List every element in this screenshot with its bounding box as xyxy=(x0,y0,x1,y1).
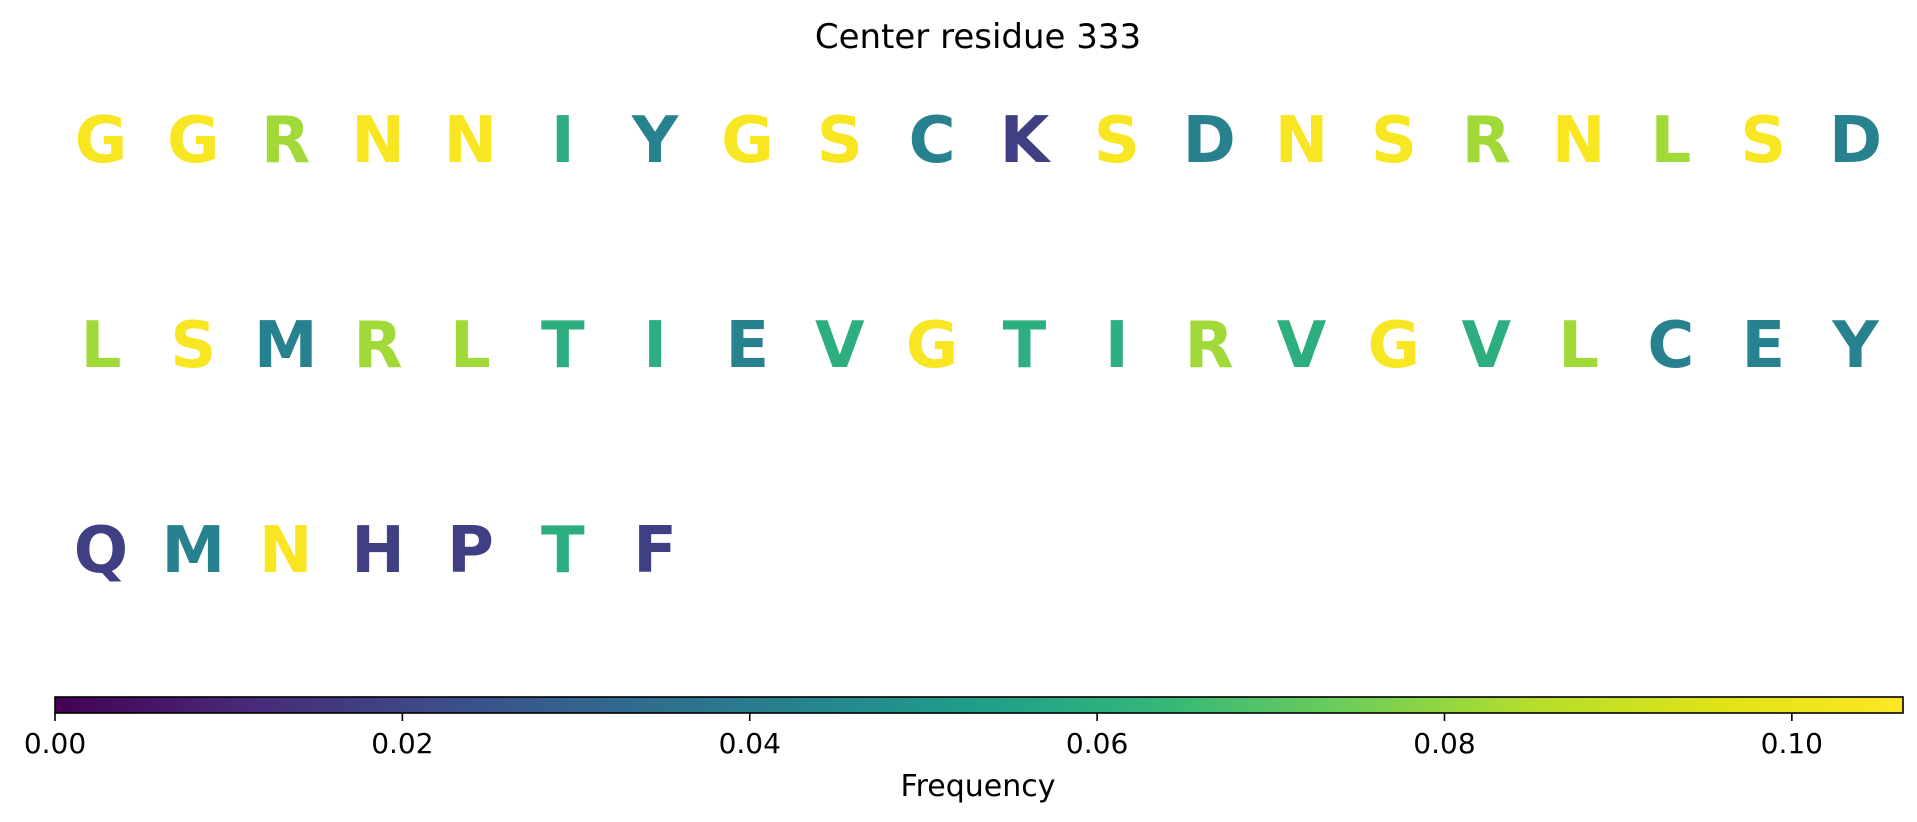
residue-letter: E xyxy=(726,309,770,383)
residue-letter: R xyxy=(261,104,310,178)
residue-letter: L xyxy=(1651,104,1692,178)
residue-letter: G xyxy=(721,104,774,178)
residue-letter: V xyxy=(1462,309,1512,383)
residue-letter: L xyxy=(81,309,122,383)
colorbar-tick-label: 0.06 xyxy=(1066,727,1128,760)
residue-letter: R xyxy=(1462,104,1511,178)
colorbar-tick-label: 0.04 xyxy=(719,727,781,760)
residue-letter: S xyxy=(817,104,863,178)
residue-letter: N xyxy=(1552,104,1606,178)
residue-letter: F xyxy=(633,514,677,588)
residue-letter: N xyxy=(1275,104,1329,178)
residue-letter: I xyxy=(551,104,575,178)
residue-letter: R xyxy=(353,309,402,383)
residue-letter: H xyxy=(351,514,405,588)
residue-letter: M xyxy=(254,309,318,383)
residue-letter: N xyxy=(259,514,313,588)
residue-letter: S xyxy=(1371,104,1417,178)
residue-letter: E xyxy=(1741,309,1785,383)
residue-letter: T xyxy=(541,514,585,588)
colorbar-gradient xyxy=(54,696,1904,714)
residue-letter: S xyxy=(170,309,216,383)
residue-letter: G xyxy=(167,104,220,178)
residue-letter: N xyxy=(444,104,498,178)
residue-letter: T xyxy=(1003,309,1047,383)
residue-grid: G G R N N I Y G S C K S D N S R N L S DL S M R L T I E V G T I R V G V L C E Y… xyxy=(74,104,1882,588)
residue-letter: L xyxy=(1558,309,1599,383)
residue-letter: D xyxy=(1829,104,1882,178)
residue-letter: K xyxy=(1000,104,1052,178)
residue-letter: P xyxy=(447,514,494,588)
colorbar: 0.00 0.02 0.04 0.06 0.08 0.10 Frequency xyxy=(24,696,1904,804)
residue-letter: G xyxy=(75,104,128,178)
colorbar-ticks: 0.00 0.02 0.04 0.06 0.08 0.10 xyxy=(24,713,1823,760)
residue-letter: I xyxy=(643,309,667,383)
residue-letter: T xyxy=(541,309,585,383)
residue-letter: R xyxy=(1185,309,1234,383)
residue-letter: I xyxy=(1105,309,1129,383)
residue-letter: S xyxy=(1094,104,1140,178)
colorbar-tick-label: 0.00 xyxy=(24,727,86,760)
residue-letter: M xyxy=(161,514,225,588)
residue-letter: S xyxy=(1740,104,1786,178)
residue-letter: C xyxy=(1647,309,1694,383)
colorbar-label: Frequency xyxy=(901,769,1056,804)
colorbar-tick-label: 0.08 xyxy=(1413,727,1475,760)
residue-letter: V xyxy=(1277,309,1327,383)
chart-title: Center residue 333 xyxy=(815,17,1141,57)
residue-letter: G xyxy=(906,309,959,383)
residue-letter: Y xyxy=(1831,309,1879,383)
residue-letter: Y xyxy=(631,104,679,178)
residue-letter: N xyxy=(351,104,405,178)
residue-letter: D xyxy=(1183,104,1236,178)
residue-letter: Q xyxy=(74,514,128,588)
residue-letter: G xyxy=(1368,309,1421,383)
residue-letter: C xyxy=(909,104,956,178)
residue-letter: L xyxy=(450,309,491,383)
residue-letter: V xyxy=(815,309,865,383)
colorbar-tick-label: 0.10 xyxy=(1761,727,1823,760)
colorbar-tick-label: 0.02 xyxy=(371,727,433,760)
